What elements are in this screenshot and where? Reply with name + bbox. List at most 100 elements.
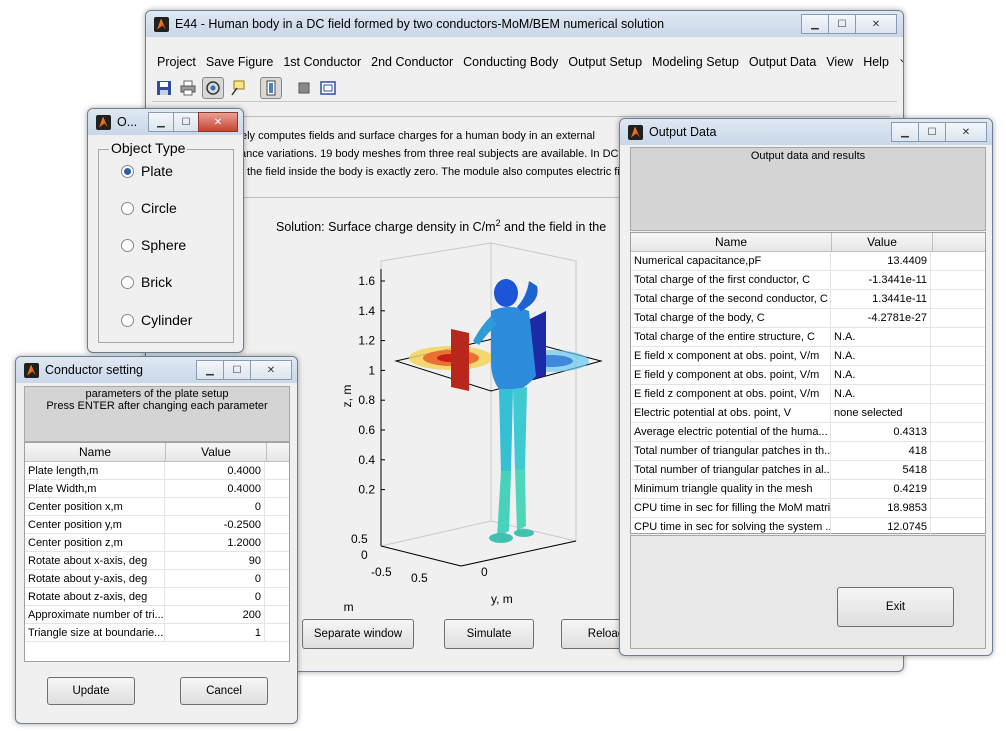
radio-sphere[interactable]: Sphere bbox=[121, 237, 186, 253]
maximize-button[interactable]: ☐ bbox=[173, 112, 199, 132]
table-row[interactable]: Rotate about z-axis, deg 0 bbox=[25, 588, 289, 606]
close-button[interactable]: ✕ bbox=[250, 360, 292, 380]
data-cursor-icon[interactable] bbox=[228, 78, 248, 98]
radio-brick[interactable]: Brick bbox=[121, 274, 172, 290]
param-value-cell[interactable]: 200 bbox=[165, 606, 265, 623]
table-row[interactable]: E field y component at obs. point, V/m N.… bbox=[631, 366, 985, 385]
param-value-cell[interactable]: 1 bbox=[165, 624, 265, 641]
radio-circle[interactable]: Circle bbox=[121, 200, 177, 216]
object-type-titlebar[interactable]: O... ▁ ☐ ✕ bbox=[88, 109, 243, 135]
table-row[interactable]: Total number of triangular patches in th… bbox=[631, 442, 985, 461]
param-value-cell[interactable]: 0 bbox=[165, 588, 265, 605]
radio-plate[interactable]: Plate bbox=[121, 163, 173, 179]
table-row[interactable]: Rotate about x-axis, deg 90 bbox=[25, 552, 289, 570]
table-row[interactable]: Center position y,m -0.2500 bbox=[25, 516, 289, 534]
radio-dot[interactable] bbox=[121, 164, 134, 178]
radio-dot[interactable] bbox=[121, 201, 134, 215]
minimize-button[interactable]: ▁ bbox=[801, 14, 829, 34]
result-name-cell: Electric potential at obs. point, V bbox=[631, 404, 831, 422]
menu-output-setup[interactable]: Output Setup bbox=[568, 55, 643, 69]
result-value-cell: N.A. bbox=[831, 347, 931, 365]
maximize-button[interactable]: ☐ bbox=[828, 14, 856, 34]
menu-overflow-icon[interactable]: ↘ bbox=[894, 57, 903, 68]
column-header-name[interactable]: Name bbox=[25, 443, 166, 461]
table-row[interactable]: CPU time in sec for filling the MoM matr… bbox=[631, 499, 985, 518]
update-button[interactable]: Update bbox=[47, 677, 135, 705]
menu-conducting-body[interactable]: Conducting Body bbox=[463, 55, 559, 69]
description-panel: urately computes fields and surface char… bbox=[152, 116, 890, 198]
minimize-button[interactable]: ▁ bbox=[891, 122, 919, 142]
close-button[interactable]: ✕ bbox=[945, 122, 987, 142]
result-name-cell: Numerical capacitance,pF bbox=[631, 252, 831, 270]
z-tick-label: 0.4 bbox=[358, 453, 375, 467]
colorbar-icon[interactable] bbox=[260, 77, 282, 99]
table-row[interactable]: Center position x,m 0 bbox=[25, 498, 289, 516]
show-plot-tools-icon[interactable] bbox=[318, 78, 338, 98]
menu-project[interactable]: Project bbox=[157, 55, 196, 69]
close-button[interactable]: ✕ bbox=[198, 112, 238, 132]
maximize-button[interactable]: ☐ bbox=[918, 122, 946, 142]
menu-2nd-conductor[interactable]: 2nd Conductor bbox=[371, 55, 454, 69]
result-name-cell: Minimum triangle quality in the mesh bbox=[631, 480, 831, 498]
menu-view[interactable]: View bbox=[826, 55, 854, 69]
param-value-cell[interactable]: 90 bbox=[165, 552, 265, 569]
solution-plot[interactable]: 1.6 1.4 1.2 1 0.8 0.6 0.4 0.2 z, m 0.5 0 -0.5 0 bbox=[341, 241, 661, 611]
z-tick-label: 0.6 bbox=[358, 423, 375, 437]
radio-dot[interactable] bbox=[121, 238, 134, 252]
param-value-cell[interactable]: 0 bbox=[165, 498, 265, 515]
param-value-cell[interactable]: 0 bbox=[165, 570, 265, 587]
solution-title: Solution: Surface charge density in C/m2… bbox=[276, 218, 607, 235]
table-row[interactable]: Numerical capacitance,pF 13.4409 bbox=[631, 252, 985, 271]
table-row[interactable]: E field x component at obs. point, V/m N.… bbox=[631, 347, 985, 366]
menu-help[interactable]: Help bbox=[863, 55, 889, 69]
separate-window-button[interactable]: Separate window bbox=[302, 619, 414, 649]
table-row[interactable]: Plate length,m 0.4000 bbox=[25, 462, 289, 480]
column-header-value[interactable]: Value bbox=[166, 443, 267, 461]
result-value-cell: N.A. bbox=[831, 328, 931, 346]
table-row[interactable]: Total charge of the first conductor, C -1… bbox=[631, 271, 985, 290]
cancel-button[interactable]: Cancel bbox=[180, 677, 268, 705]
menu-save-figure[interactable]: Save Figure bbox=[205, 55, 274, 69]
radio-dot[interactable] bbox=[121, 313, 134, 327]
conductor-setting-titlebar[interactable]: Conductor setting ▁ ☐ ✕ bbox=[16, 357, 297, 383]
menu-modeling-setup[interactable]: Modeling Setup bbox=[652, 55, 739, 69]
table-row[interactable]: E field z component at obs. point, V/m N.… bbox=[631, 385, 985, 404]
output-data-titlebar[interactable]: Output Data ▁ ☐ ✕ bbox=[620, 119, 992, 145]
rotate-3d-icon[interactable] bbox=[202, 77, 224, 99]
table-row[interactable]: Total number of triangular patches in al… bbox=[631, 461, 985, 480]
menu-1st-conductor[interactable]: 1st Conductor bbox=[283, 55, 362, 69]
output-data-window: Output Data ▁ ☐ ✕ Output data and result… bbox=[619, 118, 993, 656]
minimize-button[interactable]: ▁ bbox=[196, 360, 224, 380]
radio-dot[interactable] bbox=[121, 275, 134, 289]
column-header-value[interactable]: Value bbox=[832, 233, 933, 251]
z-axis-label: z, m bbox=[341, 385, 354, 408]
close-button[interactable]: ✕ bbox=[855, 14, 897, 34]
param-value-cell[interactable]: 1.2000 bbox=[165, 534, 265, 551]
table-row[interactable]: Average electric potential of the huma..… bbox=[631, 423, 985, 442]
maximize-button[interactable]: ☐ bbox=[223, 360, 251, 380]
table-row[interactable]: Minimum triangle quality in the mesh 0.42… bbox=[631, 480, 985, 499]
print-icon[interactable] bbox=[178, 78, 198, 98]
table-row[interactable]: Total charge of the body, C -4.2781e-27 bbox=[631, 309, 985, 328]
save-icon[interactable] bbox=[154, 78, 174, 98]
table-row[interactable]: Approximate number of tri... 200 bbox=[25, 606, 289, 624]
table-row[interactable]: Rotate about y-axis, deg 0 bbox=[25, 570, 289, 588]
result-value-cell: 18.9853 bbox=[831, 499, 931, 517]
hide-plot-tools-icon[interactable] bbox=[294, 78, 314, 98]
table-row[interactable]: Center position z,m 1.2000 bbox=[25, 534, 289, 552]
exit-button[interactable]: Exit bbox=[837, 587, 954, 627]
main-titlebar[interactable]: E44 - Human body in a DC field formed by… bbox=[146, 11, 903, 37]
param-value-cell[interactable]: 0.4000 bbox=[165, 480, 265, 497]
simulate-button[interactable]: Simulate bbox=[444, 619, 534, 649]
table-row[interactable]: Plate Width,m 0.4000 bbox=[25, 480, 289, 498]
table-row[interactable]: Triangle size at boundarie... 1 bbox=[25, 624, 289, 642]
param-value-cell[interactable]: -0.2500 bbox=[165, 516, 265, 533]
radio-cylinder[interactable]: Cylinder bbox=[121, 312, 192, 328]
column-header-name[interactable]: Name bbox=[631, 233, 832, 251]
minimize-button[interactable]: ▁ bbox=[148, 112, 174, 132]
param-value-cell[interactable]: 0.4000 bbox=[165, 462, 265, 479]
menu-output-data[interactable]: Output Data bbox=[748, 55, 817, 69]
